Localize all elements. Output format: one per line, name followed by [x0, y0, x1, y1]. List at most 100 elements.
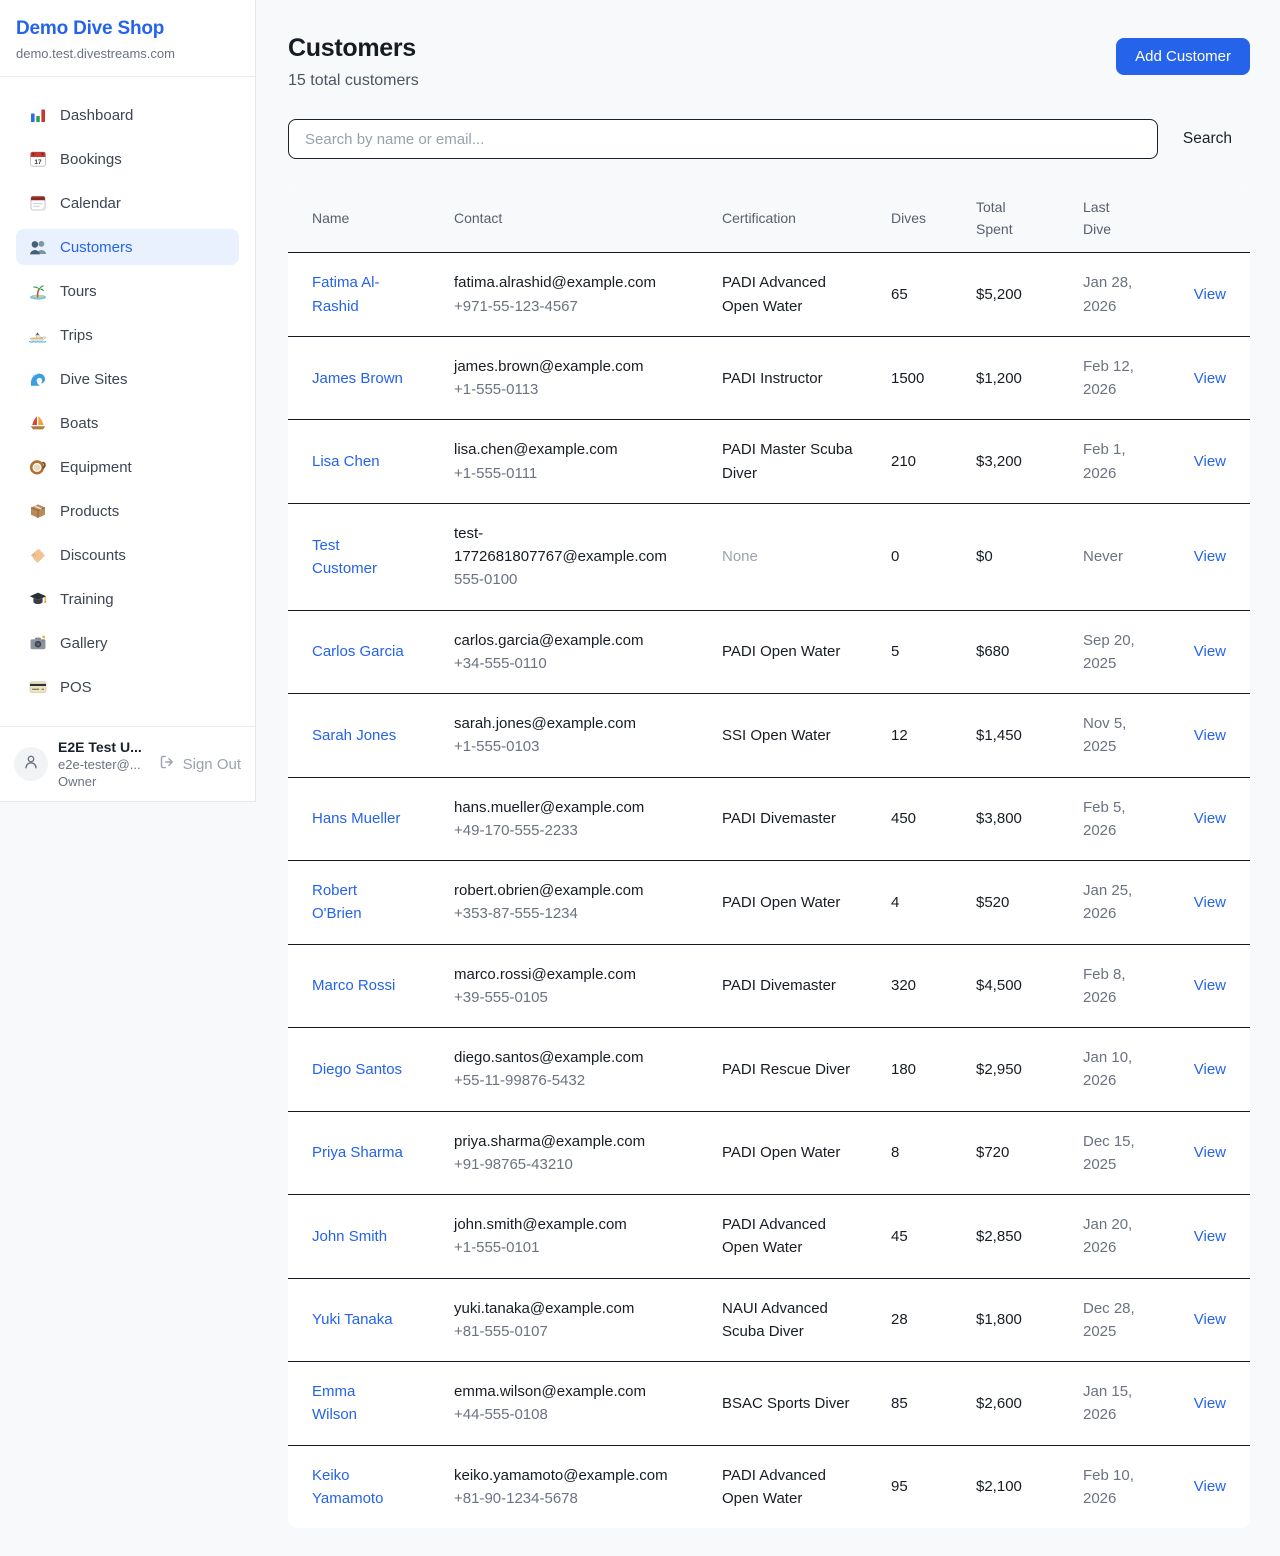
- customer-name-link[interactable]: Robert O'Brien: [312, 882, 362, 923]
- customer-total-spent: $3,200: [960, 419, 1067, 504]
- customer-name-link[interactable]: Test Customer: [312, 536, 378, 577]
- view-link[interactable]: View: [1193, 643, 1226, 661]
- sidebar-item-boats[interactable]: Boats: [16, 405, 239, 441]
- customer-email: marco.rossi@example.com: [454, 965, 636, 983]
- view-link[interactable]: View: [1193, 726, 1226, 744]
- sidebar-item-dive-sites[interactable]: Dive Sites: [16, 361, 239, 397]
- customer-name-link[interactable]: Diego Santos: [312, 1060, 403, 1078]
- sidebar-item-equipment[interactable]: Equipment: [16, 449, 239, 485]
- customer-name-link[interactable]: Yuki Tanaka: [312, 1311, 393, 1329]
- sidebar-item-dashboard[interactable]: Dashboard: [16, 97, 239, 133]
- view-link[interactable]: View: [1193, 893, 1226, 911]
- table-row: Lisa Chen lisa.chen@example.com +1-555-0…: [288, 419, 1250, 504]
- customer-total-spent: $2,850: [960, 1194, 1067, 1279]
- sidebar-user-section: E2E Test U... e2e-tester@... Owner Sign …: [0, 726, 255, 801]
- column-header-certification: Certification: [706, 185, 875, 254]
- customer-dives: 12: [875, 693, 960, 778]
- grad-cap-icon: [28, 589, 48, 609]
- sidebar-item-label: Dashboard: [60, 106, 134, 124]
- table-row: Fatima Al-Rashid fatima.alrashid@example…: [288, 252, 1250, 337]
- customer-name-link[interactable]: Priya Sharma: [312, 1144, 403, 1162]
- customer-name-link[interactable]: Sarah Jones: [312, 726, 397, 744]
- search-input[interactable]: [288, 119, 1158, 159]
- sidebar-item-training[interactable]: Training: [16, 581, 239, 617]
- package-icon: [28, 501, 48, 521]
- page-title: Customers: [288, 34, 416, 62]
- view-link[interactable]: View: [1193, 548, 1226, 566]
- table-row: Sarah Jones sarah.jones@example.com +1-5…: [288, 693, 1250, 778]
- customer-certification: PADI Divemaster: [706, 777, 875, 862]
- customer-total-spent: $520: [960, 860, 1067, 945]
- sidebar-header: Demo Dive Shop demo.test.divestreams.com: [0, 0, 255, 77]
- customer-dives: 8: [875, 1111, 960, 1196]
- customer-name-link[interactable]: Lisa Chen: [312, 453, 380, 470]
- column-header-last-dive: Last Dive: [1067, 185, 1165, 254]
- sidebar-item-label: Gallery: [60, 634, 108, 652]
- sign-out-label: Sign Out: [182, 755, 241, 773]
- view-link[interactable]: View: [1193, 1060, 1226, 1078]
- customer-phone: +55-11-99876-5432: [454, 1072, 586, 1090]
- customer-dives: 5: [875, 610, 960, 695]
- sidebar-item-discounts[interactable]: Discounts: [16, 537, 239, 573]
- view-link[interactable]: View: [1193, 1227, 1226, 1245]
- customer-name-link[interactable]: Fatima Al-Rashid: [312, 274, 380, 315]
- view-link[interactable]: View: [1193, 810, 1226, 828]
- view-link[interactable]: View: [1193, 1144, 1226, 1162]
- customer-dives: 1500: [875, 336, 960, 421]
- sidebar-item-label: Calendar: [60, 194, 121, 212]
- people-icon: [28, 237, 48, 257]
- search-button[interactable]: Search: [1158, 130, 1250, 148]
- sidebar-item-products[interactable]: Products: [16, 493, 239, 529]
- sidebar-item-gallery[interactable]: Gallery: [16, 625, 239, 661]
- customer-last-dive: Jan 25, 2026: [1067, 860, 1165, 945]
- column-header-dives: Dives: [875, 185, 960, 254]
- view-link[interactable]: View: [1193, 1394, 1226, 1412]
- view-link[interactable]: View: [1193, 977, 1226, 995]
- customer-total-spent: $2,100: [960, 1445, 1067, 1529]
- table-header-row: Name Contact Certification Dives Total Spent…: [288, 185, 1250, 254]
- customer-name-link[interactable]: Keiko Yamamoto: [312, 1466, 384, 1507]
- customer-dives: 210: [875, 419, 960, 504]
- sidebar-item-calendar[interactable]: Calendar: [16, 185, 239, 221]
- customer-email: fatima.alrashid@example.com: [454, 274, 656, 292]
- table-row: Robert O'Brien robert.obrien@example.com…: [288, 860, 1250, 945]
- view-link[interactable]: View: [1193, 1311, 1226, 1329]
- customer-email: yuki.tanaka@example.com: [454, 1299, 635, 1317]
- customer-name-link[interactable]: Emma Wilson: [312, 1383, 358, 1424]
- sidebar-item-label: Boats: [60, 414, 99, 432]
- sidebar-item-tours[interactable]: Tours: [16, 273, 239, 309]
- customer-phone: +34-555-0110: [454, 654, 547, 672]
- customer-email: robert.obrien@example.com: [454, 882, 644, 900]
- view-link[interactable]: View: [1193, 453, 1226, 470]
- customers-table: Name Contact Certification Dives Total Spent…: [288, 185, 1250, 1529]
- customer-phone: +1-555-0103: [454, 738, 540, 756]
- sidebar-item-pos[interactable]: POS: [16, 669, 239, 705]
- view-link[interactable]: View: [1193, 369, 1226, 387]
- customer-name-link[interactable]: John Smith: [312, 1227, 388, 1245]
- tag-icon: [28, 545, 48, 565]
- view-link[interactable]: View: [1193, 286, 1226, 303]
- sidebar-item-bookings[interactable]: 17 Bookings: [16, 141, 239, 177]
- customer-count: 15 total customers: [288, 72, 419, 89]
- customer-name-link[interactable]: Marco Rossi: [312, 977, 396, 995]
- sailboat-icon: [28, 413, 48, 433]
- sign-out-button[interactable]: Sign Out: [158, 753, 241, 775]
- page-header: Customers 15 total customers Add Custome…: [288, 34, 1250, 90]
- customer-name-link[interactable]: Carlos Garcia: [312, 643, 404, 661]
- sidebar-item-customers[interactable]: Customers: [16, 229, 239, 265]
- customer-total-spent: $680: [960, 610, 1067, 695]
- add-customer-button[interactable]: Add Customer: [1116, 38, 1250, 75]
- main-content: Customers 15 total customers Add Custome…: [256, 0, 1280, 1556]
- customer-name-link[interactable]: Hans Mueller: [312, 810, 401, 828]
- customer-dives: 45: [875, 1194, 960, 1279]
- customer-email: lisa.chen@example.com: [454, 441, 618, 459]
- customer-name-link[interactable]: James Brown: [312, 369, 403, 387]
- table-row: Marco Rossi marco.rossi@example.com +39-…: [288, 944, 1250, 1029]
- sidebar-item-label: POS: [60, 678, 92, 696]
- customer-certification: PADI Divemaster: [706, 944, 875, 1029]
- customer-email: sarah.jones@example.com: [454, 715, 636, 733]
- customer-phone: +91-98765-43210: [454, 1155, 573, 1173]
- customer-last-dive: Sep 20, 2025: [1067, 610, 1165, 695]
- view-link[interactable]: View: [1193, 1478, 1226, 1496]
- sidebar-item-trips[interactable]: Trips: [16, 317, 239, 353]
